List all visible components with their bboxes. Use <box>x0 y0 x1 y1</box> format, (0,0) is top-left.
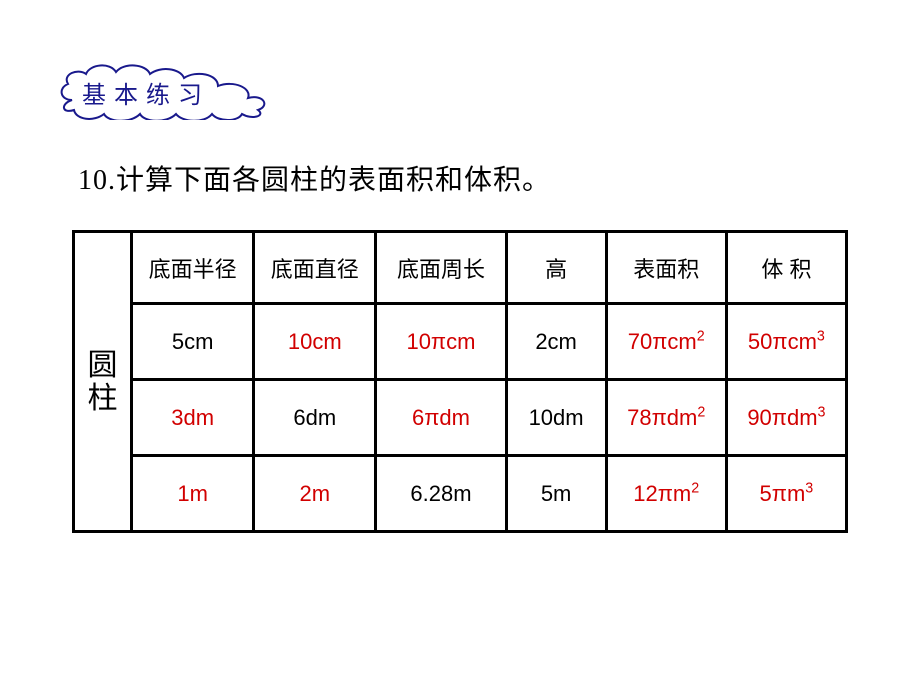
cylinder-table: 圆 柱 底面半径 底面直径 底面周长 高 表面积 体 积 5cm10cm10πc… <box>72 230 848 533</box>
cell-circumference: 10πcm <box>376 304 506 380</box>
hdr-surface: 表面积 <box>606 232 726 304</box>
hdr-radius: 底面半径 <box>132 232 254 304</box>
hdr-circumference: 底面周长 <box>376 232 506 304</box>
cell-volume: 50πcm3 <box>726 304 846 380</box>
cell-volume: 5πm3 <box>726 456 846 532</box>
cell-diameter: 6dm <box>254 380 376 456</box>
cell-height: 5m <box>506 456 606 532</box>
cell-surface: 78πdm2 <box>606 380 726 456</box>
cell-height: 10dm <box>506 380 606 456</box>
cell-diameter: 10cm <box>254 304 376 380</box>
hdr-height: 高 <box>506 232 606 304</box>
cell-circumference: 6πdm <box>376 380 506 456</box>
cell-diameter: 2m <box>254 456 376 532</box>
data-table: 圆 柱 底面半径 底面直径 底面周长 高 表面积 体 积 5cm10cm10πc… <box>72 230 848 533</box>
section-banner: 基本练习 <box>52 60 282 125</box>
cell-radius: 5cm <box>132 304 254 380</box>
table-row: 3dm6dm6πdm10dm78πdm290πdm3 <box>74 380 847 456</box>
cell-height: 2cm <box>506 304 606 380</box>
row-group-label: 圆 柱 <box>74 232 132 532</box>
header-row: 圆 柱 底面半径 底面直径 底面周长 高 表面积 体 积 <box>74 232 847 304</box>
table-row: 1m2m6.28m5m12πm25πm3 <box>74 456 847 532</box>
question-text: 10.计算下面各圆柱的表面积和体积。 <box>78 158 551 198</box>
cell-radius: 3dm <box>132 380 254 456</box>
cell-surface: 70πcm2 <box>606 304 726 380</box>
cell-circumference: 6.28m <box>376 456 506 532</box>
row-label-line1: 圆 <box>88 349 118 382</box>
row-label-line2: 柱 <box>88 382 118 415</box>
cell-volume: 90πdm3 <box>726 380 846 456</box>
hdr-diameter: 底面直径 <box>254 232 376 304</box>
cell-surface: 12πm2 <box>606 456 726 532</box>
hdr-volume: 体 积 <box>726 232 846 304</box>
table-row: 5cm10cm10πcm2cm70πcm250πcm3 <box>74 304 847 380</box>
section-title: 基本练习 <box>82 75 210 110</box>
cell-radius: 1m <box>132 456 254 532</box>
